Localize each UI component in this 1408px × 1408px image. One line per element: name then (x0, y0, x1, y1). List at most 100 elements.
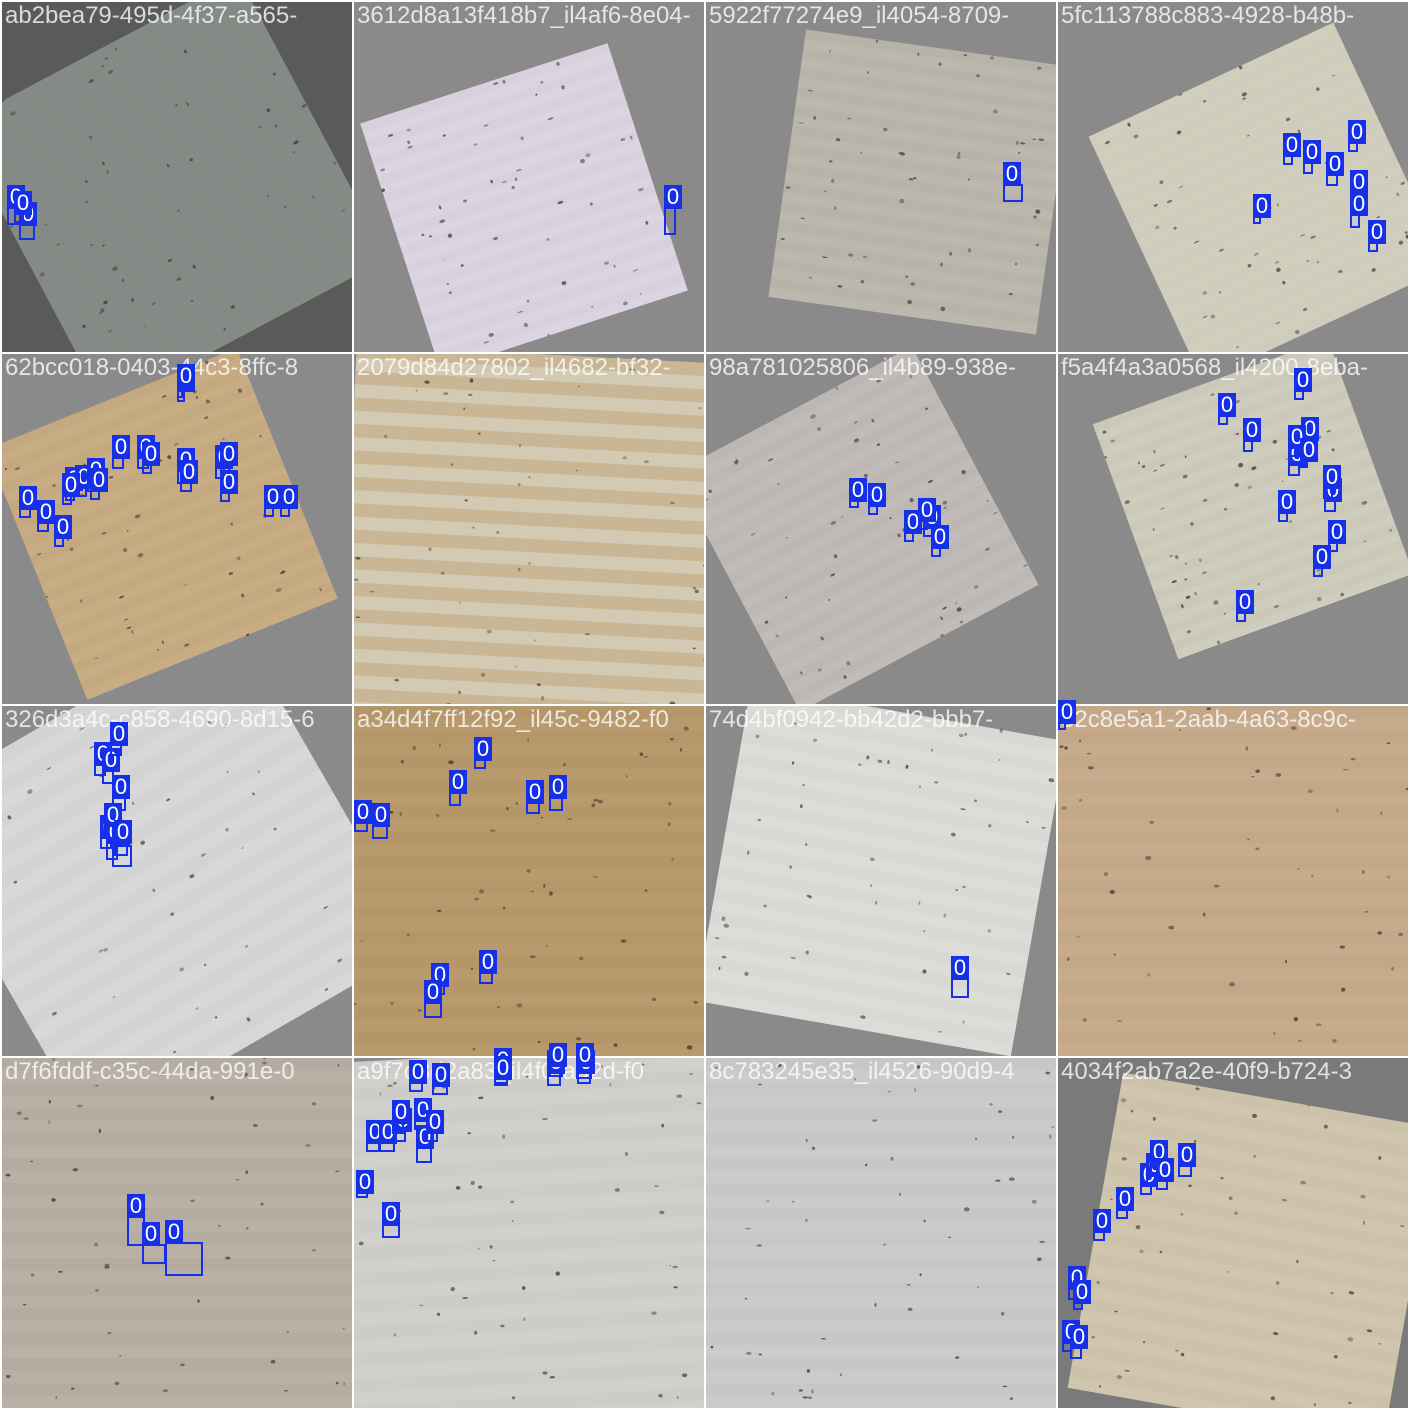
detection-class-label: 0 (549, 1043, 567, 1067)
detection-class-label: 0 (392, 1100, 410, 1124)
detection-class-label: 0 (1093, 1209, 1111, 1233)
tile-photo (354, 706, 704, 1056)
detection-box: 0 (904, 510, 922, 542)
detection-box: 0 (54, 515, 72, 547)
detection-box: 0 (1328, 520, 1346, 552)
detection-class-label: 0 (918, 498, 936, 522)
tile-photo (1058, 1058, 1408, 1408)
detection-class-label: 0 (37, 500, 55, 524)
detection-class-label: 0 (1116, 1187, 1134, 1211)
image-tile-12: d7f6fddf-c35c-44da-991e-0 0 0 0 (2, 1058, 352, 1408)
detection-class-label: 0 (494, 1056, 512, 1080)
detection-box: 0 (1178, 1143, 1196, 1177)
detection-class-label: 0 (264, 485, 282, 509)
detection-box: 0 (1348, 120, 1366, 152)
image-tile-3: 5fc113788c883-4928-b48b- 0 0 0 0 0 0 0 0 (1058, 2, 1408, 352)
tile-photo (354, 1058, 704, 1408)
detection-box: 0 (1283, 133, 1301, 165)
detection-box: 0 (1070, 1325, 1088, 1359)
detection-class-label: 0 (409, 1060, 427, 1084)
detection-class-label: 0 (112, 435, 130, 459)
tile-canvas (1058, 706, 1408, 1056)
detection-box: 0 (951, 956, 969, 998)
detection-box: 0 (366, 1120, 384, 1152)
image-tile-14: 8c783245e35_il4526-90d9-4 (706, 1058, 1056, 1408)
detection-box: 0 (1278, 490, 1296, 522)
sample-surface (2, 2, 352, 352)
detection-class-label: 0 (127, 1194, 145, 1218)
tile-canvas (706, 1058, 1056, 1408)
sample-surface (354, 706, 704, 1056)
detection-box: 0 (1058, 700, 1076, 730)
tile-canvas (2, 354, 352, 704)
detection-box: 0 (449, 770, 467, 806)
tile-photo (354, 2, 704, 352)
detection-box: 0 (424, 980, 442, 1018)
image-tile-11: e2c8e5a1-2aab-4a63-8c9c- 0 (1058, 700, 1408, 1056)
detection-box: 0 (1313, 545, 1331, 577)
tile-canvas (354, 2, 704, 352)
image-tile-2: 5922f77274e9_il4054-8709- 0 (706, 2, 1056, 352)
detection-class-label: 0 (1323, 465, 1341, 489)
detection-box: 0 (494, 1056, 512, 1086)
detection-box: 0 (549, 1043, 567, 1077)
detection-box: 0 (1324, 478, 1342, 512)
detection-box: 0 (19, 486, 37, 518)
detection-class-label: 0 (1313, 545, 1331, 569)
tile-canvas (1058, 2, 1408, 352)
image-tile-13: a9f7d8d2a83_il4f0-a92d-f000000000000000 (354, 1043, 704, 1408)
detection-box: 0 (1073, 1280, 1091, 1310)
tile-photo (354, 354, 704, 704)
detection-box: 0 (114, 820, 132, 856)
tile-canvas (354, 1058, 704, 1408)
detection-class-label: 0 (1350, 192, 1368, 216)
detection-class-label: 0 (372, 803, 390, 827)
detection-box: 0 (142, 442, 160, 474)
detection-class-label: 0 (1070, 1325, 1088, 1349)
detection-box: 0 (382, 1202, 400, 1238)
detection-class-label: 0 (1326, 152, 1344, 176)
detection-class-label: 0 (849, 478, 867, 502)
detection-class-label: 0 (54, 515, 72, 539)
detection-class-label: 0 (1073, 1280, 1091, 1304)
image-tile-1: 3612d8a13f418b7_il4af6-8e04- 0 (354, 2, 704, 352)
sample-surface (2, 706, 352, 1056)
detection-class-label: 0 (549, 775, 567, 799)
image-tile-7: f5a4f4a3a0568_il4200-8eba- 0 0 0 0 0 0 0 0 0 0 0 0 0 (1058, 354, 1408, 704)
detection-class-label: 0 (14, 191, 32, 215)
image-tile-4: 62bcc018-0403-44c3-8ffc-8000000000000000… (2, 354, 352, 704)
detection-box: 0 (1236, 590, 1254, 622)
detection-box: 0 (1243, 418, 1261, 452)
detection-class-label: 0 (449, 770, 467, 794)
tile-canvas (706, 2, 1056, 352)
detection-box: 0 (409, 1060, 427, 1092)
tile-canvas (1058, 354, 1408, 704)
image-tile-15: 4034f2ab7a2e-40f9-b724-300000000000 (1058, 1058, 1408, 1408)
tile-photo (706, 1058, 1056, 1408)
detection-box: 0 (37, 500, 55, 532)
detection-class-label: 0 (931, 525, 949, 549)
detection-box: 0 (931, 525, 949, 557)
detection-class-label: 0 (1368, 220, 1386, 244)
image-tile-9: a34d4f7ff12f92_il45c-9482-f0000000000000 (354, 706, 704, 1086)
detection-class-label: 0 (479, 950, 497, 974)
image-tile-0: ab2bea79-495d-4f37-a565-000 (2, 2, 352, 352)
detection-class-label: 0 (426, 1110, 444, 1134)
tile-canvas (706, 354, 1056, 704)
tile-canvas (354, 706, 704, 1056)
tile-photo (1058, 354, 1408, 704)
detection-class-label: 0 (165, 1220, 183, 1244)
detection-class-label: 0 (142, 1222, 160, 1246)
detection-box: 0 (849, 478, 867, 508)
detection-class-label: 0 (1243, 418, 1261, 442)
detection-box: 0 (416, 1125, 434, 1163)
detection-class-label: 0 (62, 473, 80, 497)
detection-class-label: 0 (1156, 1158, 1174, 1182)
detection-box: 0 (142, 1222, 166, 1264)
detection-box: 0 (479, 950, 497, 984)
detection-class-label: 0 (904, 510, 922, 534)
detection-class-label: 0 (1003, 162, 1021, 186)
detection-class-label: 0 (220, 442, 238, 466)
detection-class-label: 0 (951, 956, 969, 980)
